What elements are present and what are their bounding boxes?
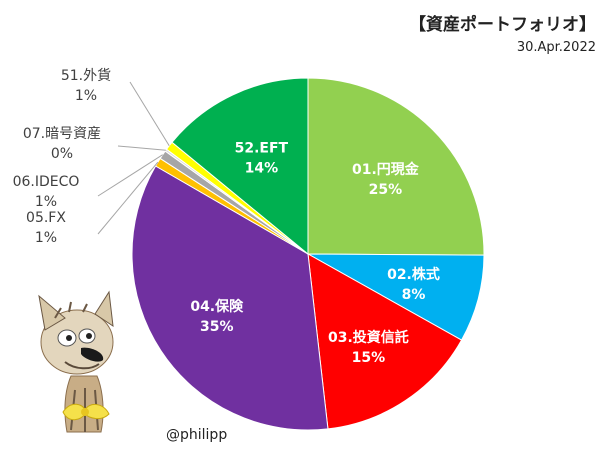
credit-label: @philipp bbox=[166, 427, 228, 443]
slice-label: 51.外貨 bbox=[61, 67, 111, 84]
chart-date: 30.Apr.2022 bbox=[516, 40, 596, 55]
leader-line bbox=[129, 81, 170, 147]
pie-slice-3 bbox=[307, 253, 463, 430]
slice-label: 04.保険 bbox=[190, 298, 244, 315]
slice-percent: 15% bbox=[352, 350, 386, 366]
slice-label: 01.円現金 bbox=[352, 161, 420, 178]
leader-line bbox=[97, 161, 159, 235]
slice-percent: 35% bbox=[200, 319, 234, 335]
slice-percent: 25% bbox=[369, 182, 403, 198]
leader-line bbox=[97, 154, 163, 197]
slice-percent: 0% bbox=[51, 146, 73, 162]
pie-slice-9 bbox=[171, 77, 309, 256]
slice-label: 03.投資信託 bbox=[328, 329, 409, 346]
cat-figurine-icon bbox=[38, 290, 114, 433]
slice-percent: 1% bbox=[35, 230, 57, 246]
slice-percent: 8% bbox=[402, 287, 426, 303]
pie-slice-4 bbox=[131, 165, 329, 431]
slice-percent: 1% bbox=[75, 88, 97, 104]
pie-slice-2 bbox=[307, 253, 485, 341]
slice-percent: 14% bbox=[245, 160, 279, 176]
leader-line bbox=[117, 145, 166, 151]
slice-label: 02.株式 bbox=[387, 266, 440, 283]
slice-label: 52.EFT bbox=[235, 140, 289, 156]
slice-percent: 1% bbox=[35, 194, 57, 210]
pie-slice-1 bbox=[307, 77, 485, 256]
slice-label: 06.IDECO bbox=[13, 174, 80, 190]
slice-label: 05.FX bbox=[26, 210, 66, 226]
chart-title: 【資産ポートフォリオ】 bbox=[409, 15, 596, 35]
slice-label: 07.暗号資産 bbox=[23, 126, 101, 142]
